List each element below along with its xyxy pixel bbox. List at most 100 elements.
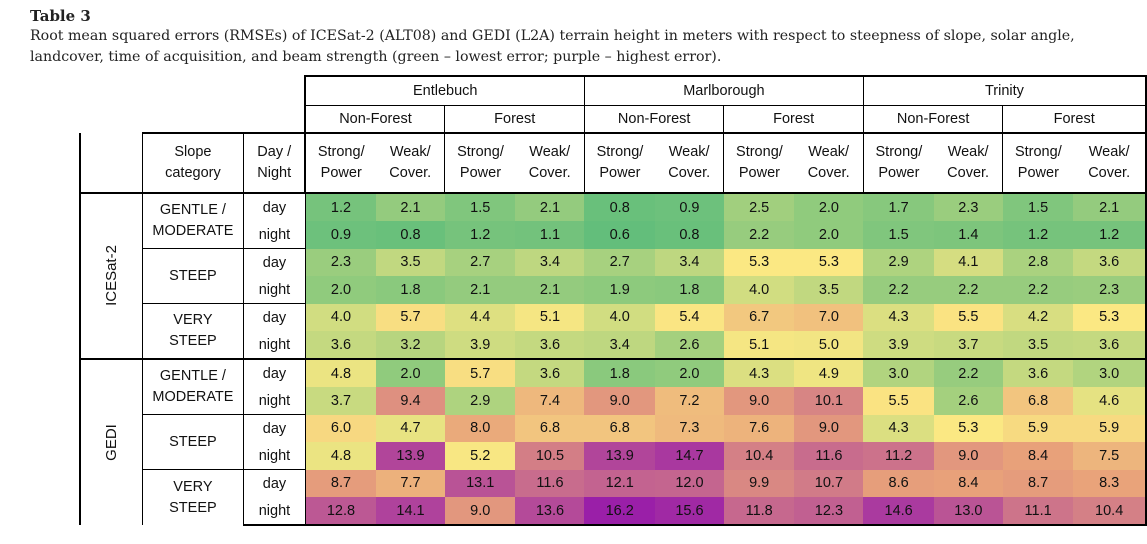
rmse-value-cell: 9.0 — [444, 497, 516, 526]
beam-header-strong-power: Strong/Power — [304, 132, 376, 194]
rmse-value-cell: 8.3 — [1073, 469, 1147, 497]
table-row: VERY STEEP day 8.7 7.7 13.1 11.6 12.1 12.0 9.9 10.… — [80, 469, 1147, 525]
rmse-value-cell: 1.2 — [305, 192, 376, 221]
rmse-value-cell: 3.6 — [305, 331, 376, 359]
rmse-value-cell: 2.1 — [515, 276, 585, 304]
class-header-nonforest: Non-Forest — [304, 105, 445, 134]
rmse-value-cell: 2.9 — [444, 387, 516, 415]
rmse-value-cell: 3.0 — [863, 358, 934, 387]
day-night-cell: day — [243, 303, 306, 331]
rmse-value-cell: 3.5 — [794, 276, 864, 304]
table-row: ICESat-2 GENTLE / MODERATE day 1.2 2.1 1.5 2.1 0… — [78, 192, 1147, 359]
rmse-value-cell: 6.8 — [584, 414, 655, 442]
rmse-value-cell: 12.1 — [584, 469, 655, 497]
rmse-value-cell: 1.8 — [654, 276, 724, 304]
day-night-cell: day — [243, 192, 306, 221]
table-row: VERY STEEP day 4.0 5.7 4.4 5.1 4.0 5.4 6.7 7.0 4.3 5… — [80, 303, 1147, 359]
rmse-value-cell: 5.9 — [1002, 414, 1074, 442]
beam-header-line: Strong/ — [596, 144, 644, 160]
rmse-value-cell: 3.6 — [1073, 331, 1147, 359]
table-row: night 3.7 9.4 2.9 7.4 9.0 7.2 9.0 10.1 5.5 2.6 6.8 4… — [80, 387, 1147, 415]
rmse-value-cell: 4.7 — [376, 414, 445, 442]
day-night-cell: night — [243, 442, 306, 470]
rmse-value-cell: 5.3 — [723, 248, 795, 276]
rmse-value-cell: 12.0 — [654, 469, 724, 497]
rmse-value-cell: 3.7 — [305, 387, 376, 415]
rmse-value-cell: 3.0 — [1073, 358, 1147, 387]
rmse-value-cell: 2.1 — [376, 192, 445, 221]
table-label: Table 3 — [30, 7, 91, 25]
class-header-row: Non-Forest Forest Non-Forest Forest Non-… — [80, 105, 1147, 134]
slope-category-header: Slope category — [142, 132, 244, 194]
rmse-value-cell: 2.0 — [794, 221, 864, 249]
rmse-value-cell: 7.5 — [1073, 442, 1147, 470]
rmse-value-cell: 1.2 — [1073, 221, 1147, 249]
rmse-value-cell: 11.6 — [794, 442, 864, 470]
slope-category-line: STEEP — [169, 333, 217, 349]
rmse-value-cell: 0.8 — [376, 221, 445, 249]
beam-header-line: Power — [459, 165, 502, 181]
slope-category-cell: VERY STEEP — [142, 303, 244, 359]
sensor-label: ICESat-2 — [78, 192, 143, 359]
beam-header-strong-power: Strong/Power — [583, 132, 655, 194]
rmse-value-cell: 3.7 — [933, 331, 1003, 359]
rmse-value-cell: 1.2 — [444, 221, 516, 249]
rmse-value-cell: 11.8 — [723, 497, 795, 526]
rmse-value-cell: 12.3 — [794, 497, 864, 526]
rmse-value-cell: 5.5 — [863, 387, 934, 415]
day-night-header-line: Day / — [257, 144, 292, 160]
beam-header-line: Cover. — [528, 165, 571, 181]
beam-header-strong-power: Strong/Power — [862, 132, 934, 194]
rmse-value-cell: 9.9 — [723, 469, 795, 497]
slope-category-cell: VERY STEEP — [142, 469, 244, 525]
rmse-value-cell: 2.3 — [1073, 276, 1147, 304]
slope-category-line: STEEP — [169, 267, 217, 284]
beam-header-strong-power: Strong/Power — [723, 132, 795, 194]
rmse-value-cell: 1.8 — [376, 276, 445, 304]
table-row: night 4.8 13.9 5.2 10.5 13.9 14.7 10.4 11.6 11.2 9… — [80, 442, 1147, 470]
rmse-value-cell: 6.8 — [1002, 387, 1074, 415]
rmse-value-cell: 10.4 — [723, 442, 795, 470]
rmse-value-cell: 5.2 — [444, 442, 516, 470]
day-night-cell: day — [243, 414, 306, 442]
rmse-value-cell: 0.8 — [584, 192, 655, 221]
beam-header-line: Cover. — [807, 165, 850, 181]
rmse-value-cell: 1.9 — [584, 276, 655, 304]
slope-category-cell: GENTLE / MODERATE — [142, 192, 244, 249]
beam-header-line: Weak/ — [668, 144, 710, 160]
rmse-value-cell: 5.1 — [515, 303, 585, 331]
rmse-value-cell: 1.2 — [1002, 221, 1074, 249]
rmse-value-cell: 2.5 — [723, 192, 795, 221]
beam-header-line: Strong/ — [736, 144, 783, 160]
beam-header-line: Power — [599, 165, 641, 181]
table-body: ICESat-2 GENTLE / MODERATE day 1.2 2.1 1.5 2.1 0… — [78, 192, 1147, 526]
slope-category-cell: STEEP — [142, 248, 244, 304]
beam-header-line: Power — [320, 165, 362, 181]
day-night-cell: day — [243, 358, 306, 387]
rmse-value-cell: 16.2 — [584, 497, 655, 526]
beam-header-line: Weak/ — [947, 144, 989, 160]
table-row: night 2.0 1.8 2.1 2.1 1.9 1.8 4.0 3.5 2.2 2.2 2.2 2.… — [80, 276, 1147, 304]
rmse-value-cell: 4.0 — [584, 303, 655, 331]
rmse-value-cell: 3.5 — [376, 248, 445, 276]
rmse-value-cell: 3.6 — [1073, 248, 1147, 276]
slope-header-line: Slope — [174, 144, 212, 160]
site-header-trinity: Trinity — [862, 75, 1147, 106]
rmse-value-cell: 5.7 — [444, 358, 516, 387]
rmse-value-cell: 2.2 — [863, 276, 934, 304]
beam-header-line: Cover. — [1088, 165, 1131, 181]
table-caption: Table 3 Root mean squared errors (RMSEs)… — [30, 6, 1140, 67]
rmse-value-cell: 3.6 — [515, 331, 585, 359]
rmse-value-cell: 3.9 — [444, 331, 516, 359]
rmse-value-cell: 7.6 — [723, 414, 795, 442]
rmse-value-cell: 5.3 — [794, 248, 864, 276]
rmse-value-cell: 5.4 — [654, 303, 724, 331]
rmse-value-cell: 14.1 — [376, 497, 445, 526]
site-header-entlebuch: Entlebuch — [304, 75, 585, 106]
day-night-header-line: Night — [257, 165, 292, 181]
table-row: night 12.8 14.1 9.0 13.6 16.2 15.6 11.8 12.3 14.6… — [80, 497, 1147, 526]
rmse-value-cell: 10.1 — [794, 387, 864, 415]
rmse-value-cell: 2.1 — [1073, 192, 1147, 221]
rmse-value-cell: 4.8 — [305, 358, 376, 387]
beam-header-line: Strong/ — [875, 144, 923, 160]
